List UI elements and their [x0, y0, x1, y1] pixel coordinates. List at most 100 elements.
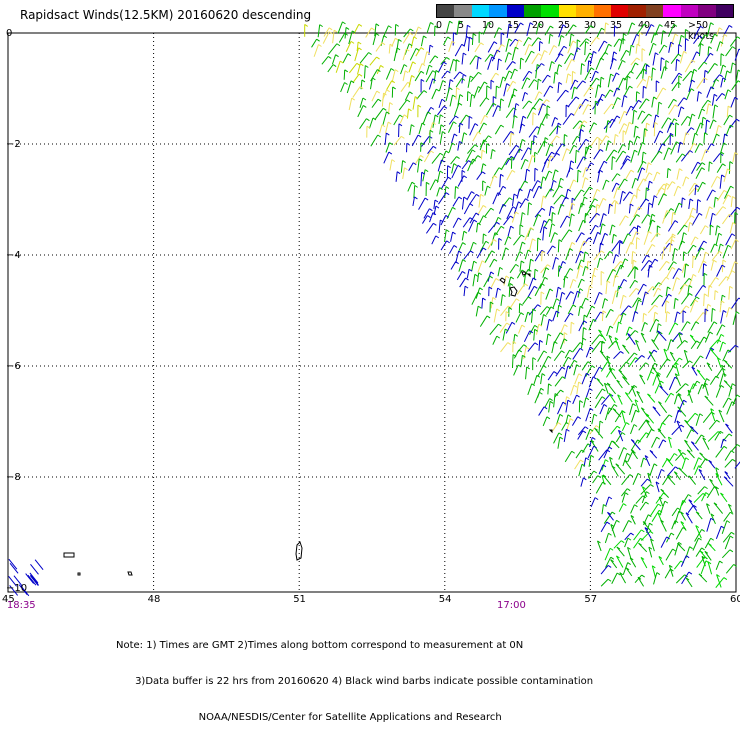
- wind-barb-flag: [538, 79, 541, 81]
- wind-barb: [705, 538, 710, 548]
- wind-barb-flag: [513, 61, 516, 63]
- wind-barb-flag: [539, 392, 542, 394]
- wind-barb-flag: [481, 43, 484, 45]
- wind-barb-flag: [671, 209, 674, 211]
- wind-barb: [674, 472, 680, 480]
- wind-barb: [647, 372, 650, 381]
- wind-barb-flag: [377, 91, 380, 93]
- wind-barb: [640, 502, 646, 510]
- wind-barb-flag: [730, 550, 733, 552]
- wind-barb-flag: [513, 207, 516, 209]
- wind-barb-flag: [592, 306, 595, 308]
- wind-barb-flag: [696, 297, 699, 299]
- wind-barb: [710, 213, 713, 226]
- wind-barb: [642, 292, 645, 305]
- wind-barb-flag: [706, 252, 709, 254]
- wind-barb: [10, 563, 18, 573]
- wind-barb: [505, 71, 509, 81]
- wind-barb: [587, 286, 589, 298]
- wind-barb-flag: [345, 70, 348, 72]
- wind-barb-flag: [605, 299, 608, 301]
- wind-barb: [495, 125, 500, 134]
- wind-barb: [426, 223, 433, 233]
- wind-barb: [478, 261, 482, 273]
- wind-barb: [581, 64, 582, 75]
- wind-barb: [637, 189, 638, 199]
- wind-barb: [515, 23, 521, 33]
- wind-barb-flag: [518, 202, 521, 204]
- wind-barb-flag: [649, 203, 652, 205]
- wind-barb-flag: [724, 446, 727, 448]
- wind-barb-flag: [582, 64, 585, 66]
- wind-barb-flag: [500, 267, 503, 269]
- wind-barb: [683, 71, 691, 81]
- wind-barb: [556, 367, 562, 376]
- wind-barb: [727, 402, 732, 415]
- wind-barb: [544, 86, 550, 97]
- wind-barb-flag: [444, 62, 447, 64]
- wind-barb-flag: [597, 189, 600, 191]
- wind-barb-flag: [538, 54, 541, 56]
- wind-barb-flag: [715, 105, 718, 107]
- wind-barb: [606, 309, 611, 317]
- wind-barb: [661, 537, 667, 548]
- wind-barb-flag: [446, 187, 449, 189]
- wind-barb: [516, 313, 521, 323]
- wind-barb-flag: [732, 196, 735, 198]
- wind-barb-flag: [503, 77, 506, 79]
- wind-barb: [655, 381, 661, 393]
- wind-barb: [344, 70, 345, 80]
- wind-barb-flag: [528, 297, 531, 299]
- wind-barb: [473, 132, 478, 141]
- wind-barb-flag: [715, 197, 718, 199]
- wind-barb-flag: [608, 533, 611, 535]
- wind-barb-flag: [387, 90, 390, 92]
- wind-barb: [606, 141, 608, 151]
- wind-barb-flag: [715, 63, 718, 65]
- wind-barb-flag: [595, 268, 598, 270]
- wind-barb-flag: [464, 231, 467, 233]
- wind-barb-flag: [318, 45, 321, 47]
- wind-barb: [488, 42, 494, 53]
- wind-barb-flag: [591, 455, 594, 457]
- wind-barb: [631, 410, 635, 422]
- wind-barb: [564, 276, 565, 288]
- wind-barb-flag: [610, 90, 613, 92]
- note-line-2: 3)Data buffer is 22 hrs from 20160620 4)…: [116, 676, 593, 688]
- wind-barb-flag: [690, 151, 693, 153]
- wind-barb-flag: [429, 65, 432, 67]
- wind-barb-flag: [421, 48, 424, 50]
- wind-barb-flag: [661, 58, 664, 60]
- wind-barb-flag: [337, 44, 340, 46]
- wind-barb-flag: [412, 75, 415, 77]
- wind-barb: [562, 149, 566, 161]
- wind-barb: [525, 44, 529, 55]
- wind-barb: [623, 453, 627, 466]
- wind-barb: [723, 245, 728, 258]
- wind-barb: [648, 203, 649, 215]
- wind-barb: [510, 133, 511, 146]
- wind-barb-flag: [692, 114, 695, 116]
- wind-barb: [683, 361, 690, 368]
- wind-barb-flag: [597, 213, 600, 215]
- wind-barb-flag: [511, 226, 514, 228]
- wind-barb: [376, 43, 382, 52]
- wind-barb: [659, 261, 666, 271]
- wind-barb-flag: [512, 322, 515, 324]
- wind-barb: [606, 497, 609, 506]
- wind-barb: [666, 287, 667, 296]
- wind-barb-flag: [604, 404, 607, 406]
- wind-barb-flag: [484, 123, 487, 125]
- wind-barb: [458, 141, 460, 150]
- wind-barb: [353, 87, 360, 98]
- wind-barb-flag: [593, 51, 596, 53]
- wind-barb: [454, 72, 460, 79]
- wind-barb-flag: [658, 288, 661, 290]
- wind-barb: [541, 265, 548, 273]
- wind-barb-flag: [359, 24, 362, 26]
- wind-barb: [623, 234, 628, 244]
- wind-barb-flag: [521, 313, 524, 315]
- wind-barb: [602, 299, 604, 309]
- wind-barb-flag: [704, 62, 707, 64]
- wind-barb: [421, 36, 423, 46]
